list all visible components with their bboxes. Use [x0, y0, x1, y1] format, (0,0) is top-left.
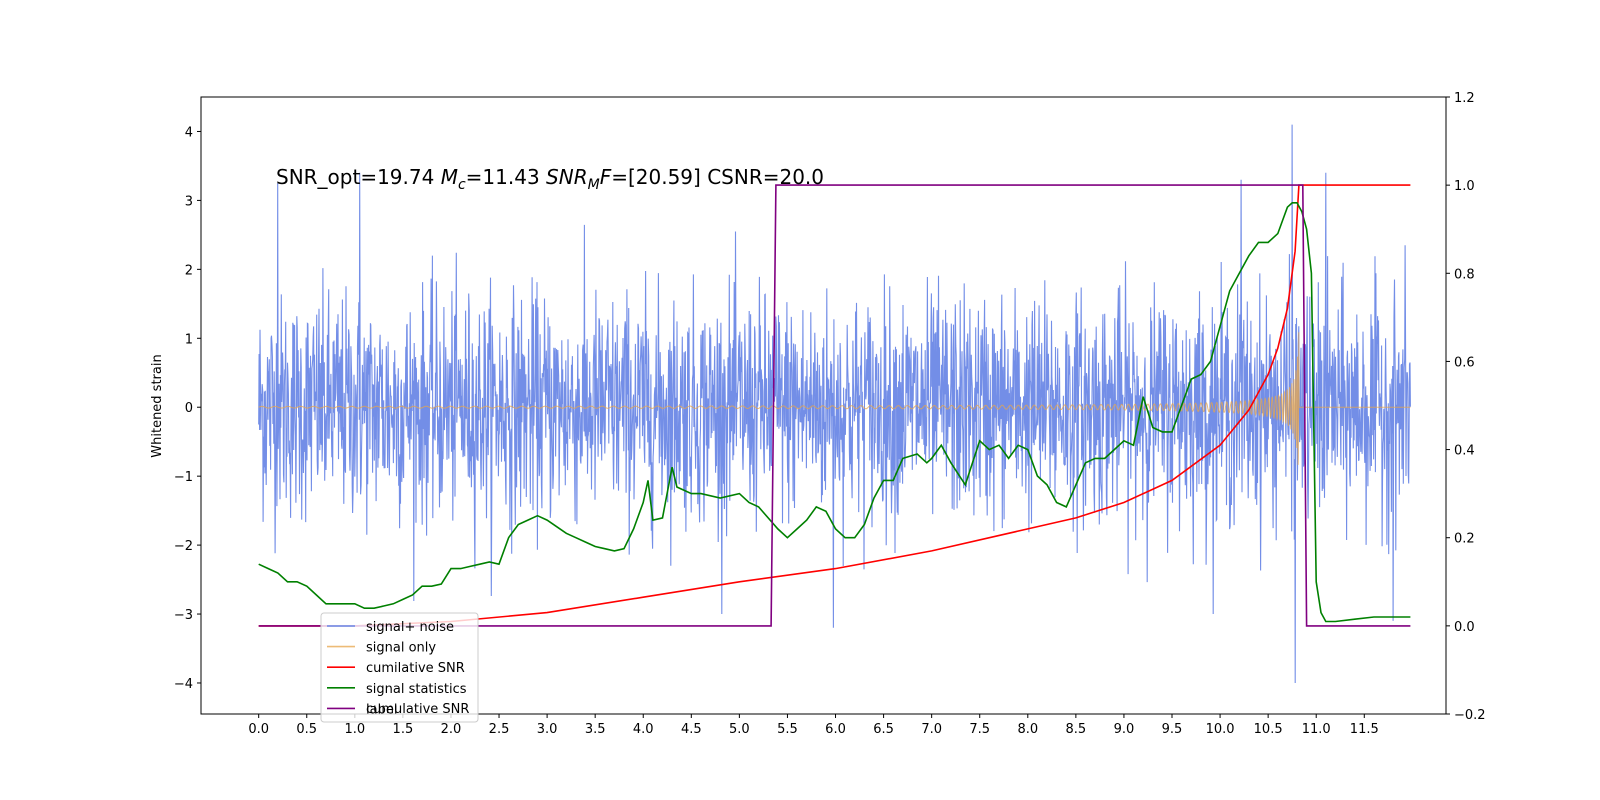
series-signal-noise-line [258, 124, 1411, 684]
x-tick-label: 3.0 [537, 722, 558, 737]
y-tick-label: −2 [174, 539, 193, 554]
x-tick-label: 3.5 [585, 722, 606, 737]
x-tick-label: 5.5 [777, 722, 798, 737]
x-tick-label: 4.5 [681, 722, 702, 737]
y2-tick-label: 0.8 [1454, 267, 1475, 282]
x-tick-label: 4.0 [633, 722, 654, 737]
y2-tick-label: 1.0 [1454, 179, 1475, 194]
annotation-part3: =[20.59] CSNR=20.0 [611, 165, 824, 189]
y2-tick-label: 0.2 [1454, 532, 1475, 547]
x-tick-label: 5.0 [729, 722, 750, 737]
annotation-snr-symbol: SNR [546, 165, 588, 189]
x-tick-label: 1.0 [344, 722, 365, 737]
y-tick-label: 4 [185, 125, 193, 140]
y-tick-label: −4 [174, 677, 193, 692]
x-tick-label: 10.5 [1254, 722, 1283, 737]
legend-entry-label: label [366, 702, 397, 717]
annotation-mc-sub: c [458, 177, 466, 193]
y2-tick-label: 0.0 [1454, 620, 1475, 635]
x-tick-label: 11.5 [1350, 722, 1379, 737]
y-tick-label: −1 [174, 470, 193, 485]
series-layer [258, 124, 1411, 684]
x-tick-label: 9.5 [1162, 722, 1183, 737]
x-tick-label: 8.0 [1017, 722, 1038, 737]
x-tick-label: 1.5 [393, 722, 414, 737]
series-signal-only-line [258, 332, 1411, 465]
y-tick-label: −3 [174, 608, 193, 623]
x-tick-label: 10.0 [1206, 722, 1235, 737]
series-cumilative-snr-line [258, 184, 1411, 627]
y-axis: −4 −3 −2 −1 0 1 2 3 4 [174, 125, 201, 692]
y2-tick-label: 1.2 [1454, 91, 1475, 106]
x-tick-label: 8.5 [1066, 722, 1087, 737]
annotation-text: SNR_opt=19.74 Mc=11.43 SNRMF=[20.59] CSN… [276, 165, 824, 193]
y-tick-label: 3 [185, 194, 193, 209]
x-tick-label: 2.0 [441, 722, 462, 737]
annotation-part2: =11.43 [466, 165, 546, 189]
x-tick-label: 11.0 [1302, 722, 1331, 737]
y2-tick-label: −0.2 [1454, 708, 1486, 723]
annotation-snr-sub: M [588, 177, 600, 193]
x-axis: 0.0 0.5 1.0 1.5 2.0 2.5 3.0 3.5 4.0 4.5 5.0 5.5 6.0 6… [248, 714, 1379, 737]
legend: cumulative SNR signal+ noise signal only c… [320, 612, 479, 723]
y-axis-label: Whitened strain [150, 354, 165, 457]
series-signal-statistics-line [258, 202, 1411, 623]
x-tick-label: 9.0 [1114, 722, 1135, 737]
legend-entry-label: signal statistics [366, 682, 467, 697]
series-label-line [258, 184, 1411, 627]
annotation-f-symbol: F [600, 165, 612, 189]
legend-entry-label: cumilative SNR [366, 661, 465, 676]
legend-entry-label: signal+ noise [366, 620, 454, 635]
x-tick-label: 0.5 [296, 722, 317, 737]
x-tick-label: 6.5 [873, 722, 894, 737]
annotation-part1: SNR_opt=19.74 [276, 165, 441, 189]
plot-frame [200, 96, 1447, 715]
y2-tick-label: 0.6 [1454, 355, 1475, 370]
legend-ghost-text: cumulative SNR [366, 702, 469, 717]
x-tick-label: 7.5 [969, 722, 990, 737]
y-tick-label: 1 [185, 332, 193, 347]
x-tick-label: 6.0 [825, 722, 846, 737]
y2-axis: −0.2 0.0 0.2 0.4 0.6 0.8 1.0 1.2 [1446, 91, 1486, 723]
annotation-mc-symbol: M [441, 165, 458, 189]
y-tick-label: 2 [185, 263, 193, 278]
y2-tick-label: 0.4 [1454, 444, 1475, 459]
x-tick-label: 7.0 [921, 722, 942, 737]
legend-frame [320, 612, 479, 723]
legend-entry-label: signal only [366, 641, 436, 656]
x-tick-label: 2.5 [489, 722, 510, 737]
y-tick-label: 0 [185, 401, 193, 416]
x-tick-label: 0.0 [248, 722, 269, 737]
